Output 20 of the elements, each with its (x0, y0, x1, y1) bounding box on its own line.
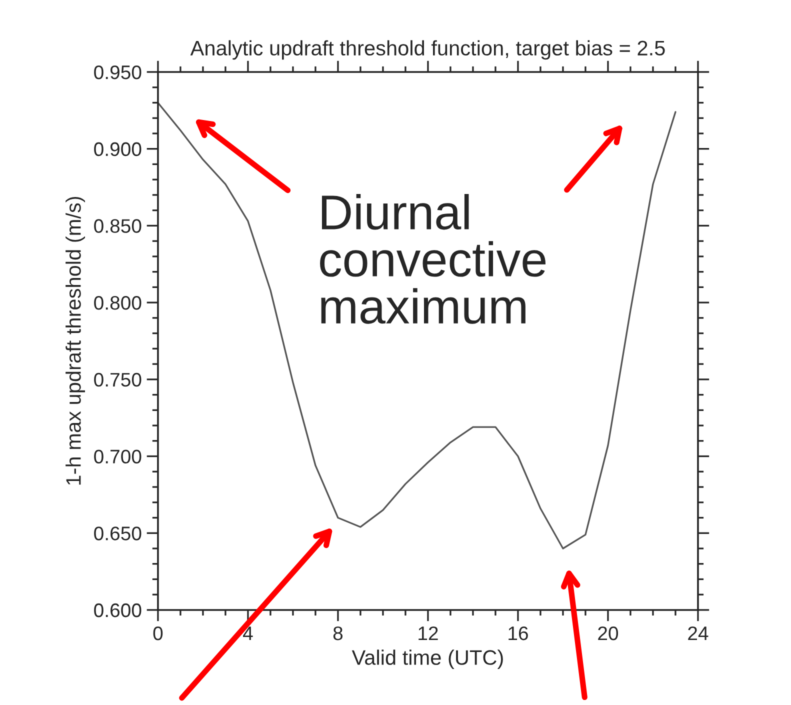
y-axis-title: 1-h max updraft threshold (m/s) (66, 196, 86, 485)
y-tick-label: 0.750 (94, 372, 142, 387)
x-tick-label: 12 (418, 626, 438, 640)
y-tick-label: 0.650 (94, 526, 142, 540)
y-tick-label: 0.850 (94, 219, 142, 233)
x-axis-title: Valid time (UTC) (352, 650, 503, 670)
x-tick-label: 20 (598, 626, 618, 640)
x-tick-label: 8 (333, 626, 343, 640)
x-tick-label: 16 (508, 626, 528, 640)
annotation: Diurnal convective maximum (320, 194, 546, 324)
y-tick-label: 0.800 (94, 296, 142, 310)
line-series (158, 102, 676, 550)
x-tick-label: 0 (153, 626, 163, 640)
y-tick-label: 0.950 (94, 65, 142, 80)
y-tick-label: 0.700 (94, 450, 142, 464)
y-tick-label: 0.900 (94, 142, 142, 156)
y-tick-label: 0.600 (94, 603, 142, 618)
x-tick-label: 24 (688, 626, 708, 640)
chart-title: Analytic updraft threshold function, target bias = 2.5 (190, 40, 665, 60)
x-tick-label: 4 (243, 626, 253, 640)
